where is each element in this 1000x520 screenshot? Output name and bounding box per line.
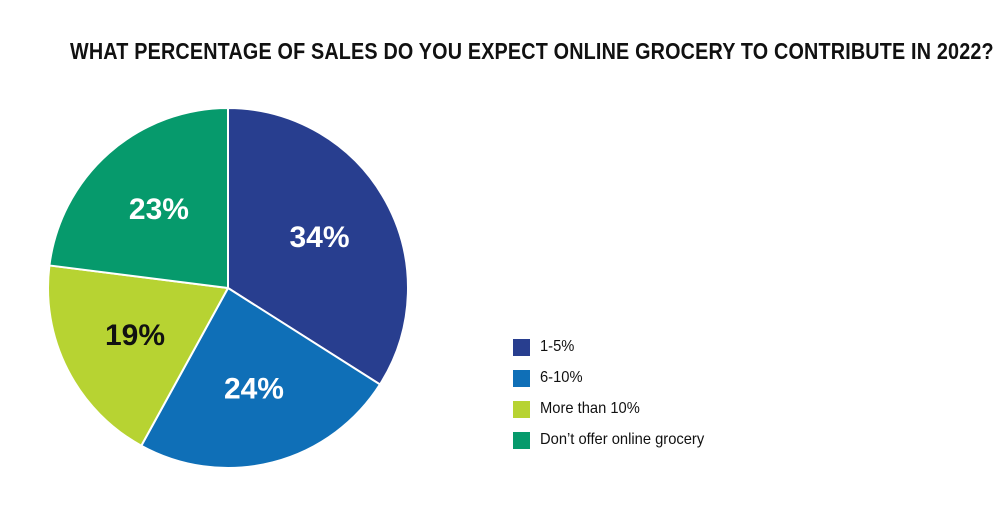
legend-label: Don’t offer online grocery	[540, 431, 705, 448]
legend-swatch	[513, 369, 530, 387]
legend: 1-5% 6-10% More than 10% Don’t offer online…	[513, 337, 718, 461]
legend-item: 1-5%	[513, 337, 718, 357]
legend-label: 6-10%	[540, 369, 583, 386]
legend-item: 6-10%	[513, 368, 718, 388]
slice-value-label: 34%	[289, 221, 349, 254]
slice-value-label: 19%	[105, 319, 165, 352]
pie-slice-more-than-10	[47, 264, 229, 447]
legend-label: 1-5%	[540, 338, 575, 355]
chart-title: WHAT PERCENTAGE OF SALES DO YOU EXPECT O…	[70, 38, 994, 64]
legend-swatch	[513, 400, 530, 418]
slice-value-label: 23%	[129, 193, 189, 226]
legend-item: Don’t offer online grocery	[513, 430, 718, 450]
legend-label: More than 10%	[540, 400, 640, 417]
legend-item: More than 10%	[513, 399, 718, 419]
legend-swatch	[513, 338, 530, 356]
pie-slice-6-10	[140, 287, 381, 469]
slice-value-label: 24%	[224, 373, 284, 406]
legend-swatch	[513, 431, 530, 449]
pie-slice-don-t-offer-online-grocery	[48, 107, 229, 289]
pie-slice-1-5	[227, 107, 409, 386]
